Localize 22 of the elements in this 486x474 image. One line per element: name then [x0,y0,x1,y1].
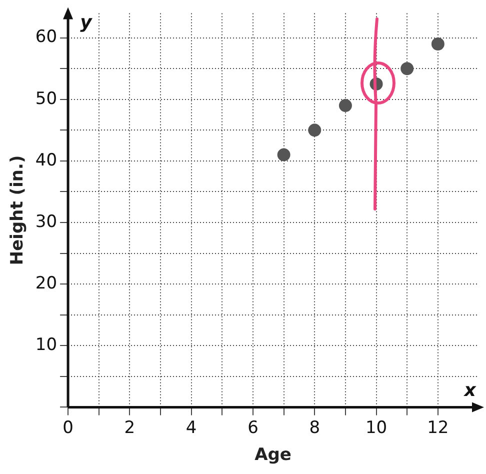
point [308,124,322,137]
point [400,62,414,76]
annotation: y [80,12,94,33]
y-tick-label: 10 [35,335,58,356]
x-tick-label: 0 [62,418,74,438]
y-tick-label: 20 [35,273,58,294]
x-axis-title: Age [254,445,292,466]
x-tick-label: 4 [186,418,197,438]
point [338,99,352,112]
y-tick-label: 30 [35,212,58,232]
x-tick-label: 6 [248,418,258,438]
x-tick-label: 2 [124,418,136,438]
y-tick-label: 40 [35,150,58,170]
y-tick-label: 50 [35,88,58,109]
point [431,37,444,50]
annotation: x [463,380,478,401]
y-tick-label: 60 [35,27,58,48]
x-tick-label: 12 [427,418,449,438]
y-axis-title: Height (in.) [8,155,28,266]
x-tick-label: 8 [309,418,320,438]
x-tick-label: 10 [365,418,388,438]
point [277,148,290,162]
